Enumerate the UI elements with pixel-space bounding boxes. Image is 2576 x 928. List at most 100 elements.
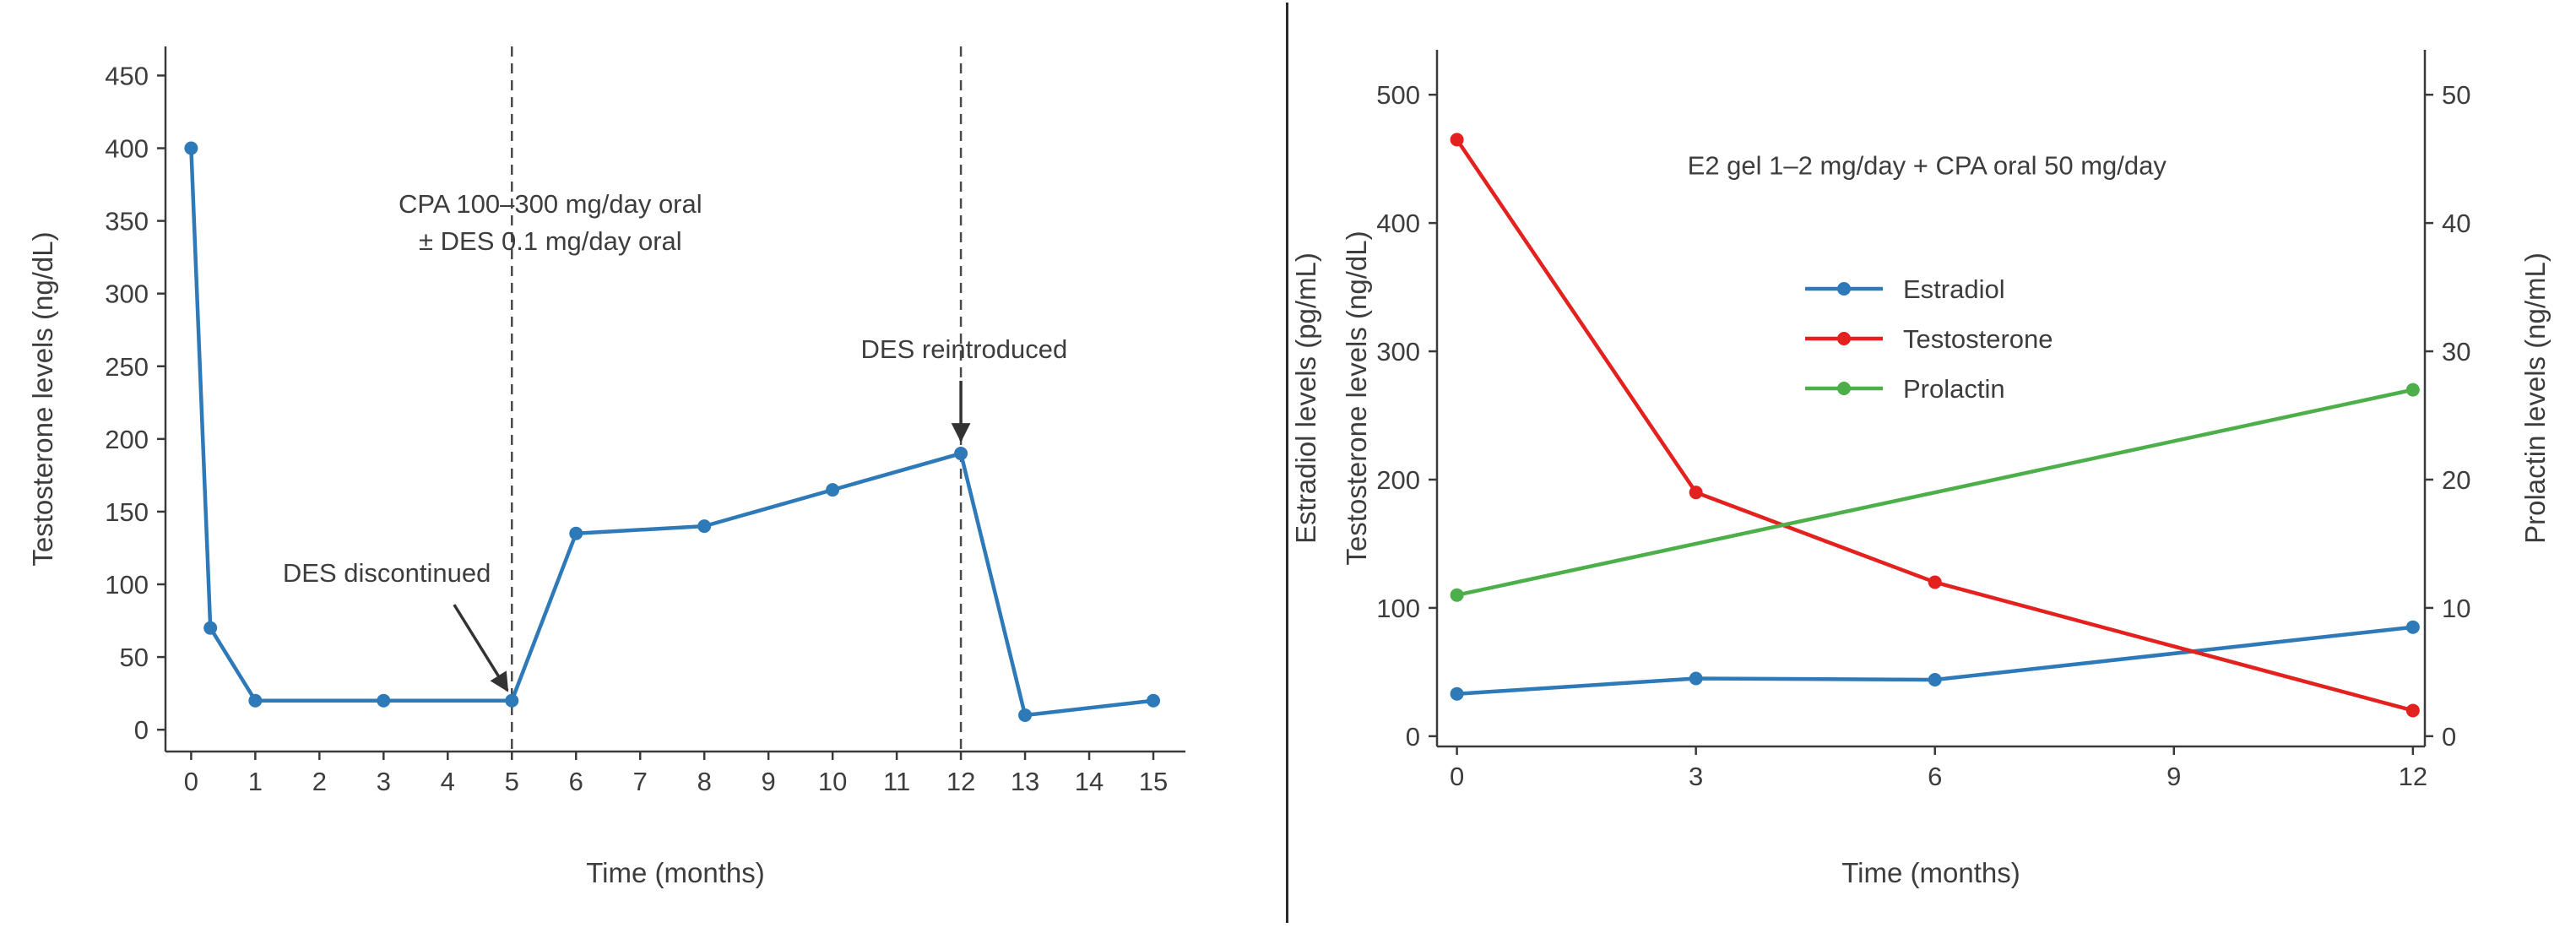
y-tick-label: 450 <box>105 61 149 90</box>
y2-tick-label: 50 <box>2442 80 2470 110</box>
data-point-marker <box>203 621 218 635</box>
legend-marker-sample <box>1837 382 1851 395</box>
annotation-text: DES reintroduced <box>861 334 1068 364</box>
data-point-marker <box>826 483 840 497</box>
axes-spines <box>164 46 1185 753</box>
data-point-marker <box>2405 703 2420 718</box>
x-tick-label: 6 <box>1928 762 1942 791</box>
y-tick-label: 100 <box>1376 594 1420 623</box>
y-tick-label: 200 <box>1376 465 1420 495</box>
legend-label: Testosterone <box>1903 324 2053 354</box>
axis-labels: Testosterone levels (ng/dL) Time (months) <box>27 231 765 888</box>
y2-tick-label: 30 <box>2442 337 2470 366</box>
data-point-marker <box>1147 693 1161 708</box>
series-line <box>1455 625 2416 696</box>
data-point-marker <box>1450 687 1464 701</box>
y2-tick-label: 20 <box>2442 465 2470 495</box>
data-point-marker <box>505 693 519 708</box>
data-point-marker <box>1928 672 1942 687</box>
tick-labels: 0 1 2 3 4 5 6 7 8 9 10 11 12 13 14 15050100150200250300… <box>105 61 1168 796</box>
annotation: CPA 100–300 mg/day oral ± DES 0.1 mg/day … <box>399 189 702 256</box>
y-tick-label: 0 <box>134 715 149 745</box>
annotation-arrow <box>453 604 509 692</box>
y-tick-label: 0 <box>1406 722 1420 752</box>
data-point-marker <box>248 693 263 708</box>
panel-divider <box>1286 3 1288 923</box>
data-point-marker <box>1450 588 1464 602</box>
x-tick-label: 2 <box>312 767 327 796</box>
series-estradiol <box>1450 620 2420 701</box>
annotation: E2 gel 1–2 mg/day + CPA oral 50 mg/day <box>1688 151 2167 181</box>
legend-label: Prolactin <box>1903 374 2005 404</box>
y-tick-label: 400 <box>1376 209 1420 238</box>
y-tick-label: 50 <box>120 643 149 672</box>
x-tick-label: 7 <box>633 767 648 796</box>
y-tick-label: 100 <box>105 570 149 600</box>
data-point-marker <box>697 519 712 534</box>
legend-marker-sample <box>1837 332 1851 345</box>
data-point-marker <box>1018 708 1033 722</box>
legend: Estradiol Testosterone Prolactin <box>1805 274 2053 404</box>
legend-marker-sample <box>1837 282 1851 296</box>
x-tick-label: 0 <box>1450 762 1464 791</box>
data-point-marker <box>184 141 198 155</box>
data-point-marker <box>1928 575 1942 589</box>
data-point-marker <box>1450 133 1464 147</box>
annotation-text: DES discontinued <box>283 558 491 588</box>
axes-spines <box>1435 50 2427 748</box>
y-tick-label: 200 <box>105 425 149 454</box>
y-tick-label: 350 <box>105 207 149 236</box>
y2-tick-label: 40 <box>2442 209 2470 238</box>
series-testosterone <box>184 141 1161 722</box>
legend-entry-testosterone: Testosterone <box>1805 324 2053 354</box>
data-point-marker <box>377 693 391 708</box>
x-tick-label: 10 <box>818 767 847 796</box>
legend-entry-estradiol: Estradiol <box>1805 274 2005 304</box>
x-tick-label: 3 <box>377 767 391 796</box>
x-tick-label: 11 <box>883 767 910 796</box>
x-axis-label: Time (months) <box>1841 857 2020 888</box>
x-tick-label: 1 <box>248 767 263 796</box>
x-tick-label: 3 <box>1689 762 1703 791</box>
y-tick-label: 150 <box>105 497 149 527</box>
y-axis-label: Testosterone levels (ng/dL) <box>27 231 58 566</box>
y-tick-label: 250 <box>105 352 149 382</box>
axis-labels: Estradiol levels (pg/mL) Testosterone lev… <box>1292 231 2551 888</box>
x-tick-label: 15 <box>1139 767 1168 796</box>
y2-axis-label: Prolactin levels (ng/mL) <box>2519 252 2551 544</box>
left-chart-testosterone-cpa-des: 0 1 2 3 4 5 6 7 8 9 10 11 12 13 14 15050100150200250300… <box>27 46 1185 888</box>
y2-tick-label: 10 <box>2442 594 2470 623</box>
right-chart-e2-cpa-combo: 0 3 6 9 12 0 100 200 300 400 500 0 10 20 30 40 50 Estradi… <box>1292 50 2551 888</box>
data-point-marker <box>2405 383 2420 397</box>
x-axis-label: Time (months) <box>586 857 764 888</box>
annotation: DES reintroduced <box>861 334 1068 442</box>
tick-labels: 0 3 6 9 12 0 100 200 300 400 500 0 10 20 30 40 50 <box>1376 80 2470 791</box>
x-tick-label: 9 <box>2167 762 2181 791</box>
data-point-marker <box>1689 671 1703 686</box>
series-line <box>1455 138 2416 713</box>
x-tick-label: 12 <box>2399 762 2427 791</box>
y-axis-label: Estradiol levels (pg/mL) <box>1292 252 1321 544</box>
y2-tick-label: 0 <box>2442 722 2456 752</box>
series-line <box>1455 388 2416 597</box>
x-tick-label: 5 <box>505 767 519 796</box>
data-point-marker <box>1689 486 1703 500</box>
legend-entry-prolactin: Prolactin <box>1805 374 2005 404</box>
y-tick-label: 300 <box>105 279 149 309</box>
annotation: DES discontinued <box>283 558 509 692</box>
data-point-marker <box>2405 620 2420 634</box>
x-tick-label: 9 <box>762 767 776 796</box>
x-tick-label: 0 <box>184 767 198 796</box>
x-tick-label: 6 <box>569 767 583 796</box>
data-point-marker <box>954 447 968 461</box>
legend-label: Estradiol <box>1903 274 2005 304</box>
data-point-marker <box>569 526 583 540</box>
series-testosterone <box>1450 133 2420 718</box>
x-tick-label: 12 <box>946 767 975 796</box>
x-tick-label: 4 <box>441 767 455 796</box>
y-tick-label: 400 <box>105 134 149 164</box>
x-tick-label: 14 <box>1075 767 1104 796</box>
series-prolactin <box>1450 383 2420 602</box>
annotation-text: E2 gel 1–2 mg/day + CPA oral 50 mg/day <box>1688 151 2167 181</box>
